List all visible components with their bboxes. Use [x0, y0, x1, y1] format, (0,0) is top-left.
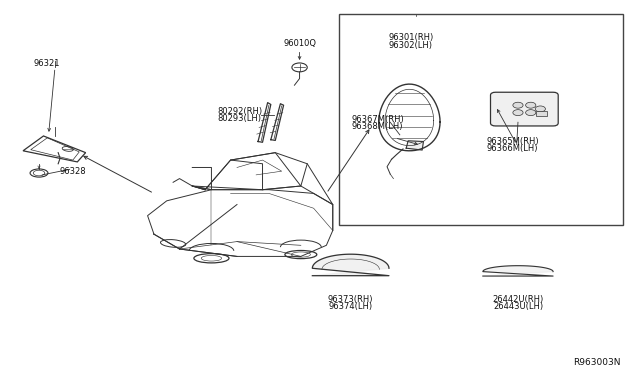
Text: 26443U(LH): 26443U(LH) [493, 302, 543, 311]
Circle shape [513, 110, 523, 116]
Text: 96368M(LH): 96368M(LH) [352, 122, 403, 131]
Text: 96374(LH): 96374(LH) [328, 302, 372, 311]
Polygon shape [312, 254, 389, 276]
Circle shape [525, 110, 536, 116]
Circle shape [513, 102, 523, 108]
FancyBboxPatch shape [490, 92, 558, 126]
Circle shape [535, 106, 545, 112]
Text: 96373(RH): 96373(RH) [328, 295, 373, 304]
Text: 96367M(RH): 96367M(RH) [352, 115, 404, 124]
Text: 96010Q: 96010Q [283, 39, 316, 48]
Text: 96366M(LH): 96366M(LH) [486, 144, 538, 153]
Text: 96321: 96321 [34, 59, 60, 68]
Text: 96365M(RH): 96365M(RH) [486, 137, 539, 146]
Circle shape [525, 102, 536, 108]
Text: 80292(RH): 80292(RH) [218, 108, 263, 116]
Text: 96328: 96328 [60, 167, 86, 176]
Polygon shape [406, 141, 424, 150]
Polygon shape [483, 266, 553, 276]
Text: 96302(LH): 96302(LH) [389, 41, 433, 50]
Text: R963003N: R963003N [573, 357, 620, 366]
Bar [536, 111, 547, 116]
Bar [339, 14, 623, 225]
Text: 26442U(RH): 26442U(RH) [492, 295, 543, 304]
Text: 96301(RH): 96301(RH) [389, 33, 434, 42]
Text: 80293(LH): 80293(LH) [218, 114, 262, 123]
